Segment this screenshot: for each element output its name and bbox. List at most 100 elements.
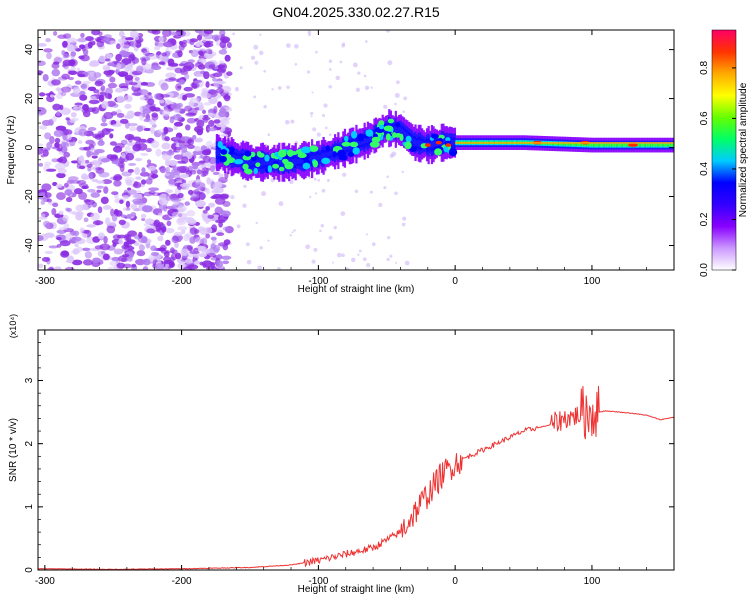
heatmap-noise-blob: [131, 263, 137, 268]
heatmap-noise-blob: [149, 105, 157, 112]
heatmap-noise-blob: [46, 198, 52, 203]
heatmap-signal-cell: [617, 143, 621, 147]
heatmap-noise-blob: [116, 262, 126, 269]
heatmap-noise-blob: [38, 92, 46, 97]
y-tick-label: 3: [24, 377, 35, 383]
heatmap-noise-blob: [138, 244, 145, 251]
heatmap-noise-blob: [103, 186, 109, 194]
heatmap-noise-blob: [91, 155, 98, 159]
heatmap-signal-cell: [588, 143, 591, 147]
heatmap-noise-blob: [169, 247, 175, 254]
heatmap-signal-blob: [233, 158, 244, 165]
heatmap-noise-blob: [365, 233, 368, 236]
heatmap-signal-cell: [583, 143, 586, 147]
x-tick-label: -200: [172, 576, 192, 587]
heatmap-x-axis-label: Height of straight line (km): [298, 284, 415, 295]
heatmap-noise-blob: [165, 66, 176, 71]
heatmap-signal-blob: [337, 149, 346, 157]
heatmap-signal-blob: [272, 163, 280, 169]
heatmap-noise-blob: [124, 233, 130, 242]
heatmap-signal-cell: [612, 143, 616, 147]
heatmap-noise-blob: [62, 40, 68, 48]
heatmap-noise-blob: [213, 119, 221, 124]
heatmap-noise-blob: [142, 266, 149, 270]
heatmap-noise-blob: [150, 245, 157, 252]
heatmap-noise-blob: [170, 197, 182, 202]
heatmap-noise-blob: [165, 239, 171, 246]
heatmap-noise-blob: [187, 218, 197, 226]
heatmap-noise-blob: [58, 210, 64, 216]
heatmap-noise-blob: [86, 164, 93, 168]
heatmap-noise-blob: [118, 31, 125, 37]
heatmap-signal-cell: [343, 144, 347, 152]
heatmap-noise-blob: [86, 224, 97, 228]
heatmap-noise-blob: [182, 182, 187, 187]
heatmap-noise-blob: [261, 191, 267, 197]
heatmap-noise-blob: [150, 140, 160, 149]
heatmap-noise-blob: [69, 119, 76, 124]
heatmap-noise-blob: [328, 235, 333, 240]
heatmap-noise-blob: [90, 212, 100, 221]
heatmap-noise-blob: [187, 189, 194, 195]
heatmap-noise-blob: [289, 234, 292, 237]
heatmap-noise-blob: [186, 209, 196, 217]
heatmap-noise-blob: [76, 37, 88, 43]
heatmap-noise-blob: [340, 211, 346, 216]
heatmap-noise-blob: [239, 66, 243, 70]
heatmap-signal-blob: [321, 157, 331, 165]
heatmap-noise-blob: [170, 103, 181, 110]
heatmap-noise-blob: [183, 86, 193, 92]
heatmap-signal-cell: [557, 142, 560, 146]
heatmap-noise-blob: [117, 71, 129, 77]
heatmap-noise-blob: [119, 199, 124, 204]
heatmap-noise-blob: [205, 48, 213, 54]
heatmap-noise-blob: [78, 191, 88, 200]
heatmap-signal-cell: [450, 139, 453, 146]
heatmap-signal-cell: [406, 132, 409, 139]
heatmap-noise-blob: [131, 92, 142, 96]
heatmap-signal-blob: [378, 124, 385, 130]
heatmap-noise-blob: [177, 50, 183, 58]
heatmap-noise-blob: [89, 72, 95, 77]
heatmap-noise-blob: [100, 250, 106, 255]
heatmap-signal-cell: [591, 143, 594, 147]
heatmap-noise-blob: [98, 96, 104, 101]
heatmap-noise-blob: [98, 55, 106, 63]
heatmap-noise-blob: [79, 227, 84, 233]
heatmap-noise-blob: [177, 226, 188, 231]
heatmap-noise-blob: [93, 89, 100, 94]
heatmap-noise-blob: [387, 60, 393, 66]
heatmap-noise-blob: [203, 71, 210, 80]
heatmap-signal-cell: [672, 143, 674, 147]
y-tick-label: 0: [24, 144, 35, 150]
heatmap-noise-blob: [134, 157, 143, 162]
heatmap-signal-cell: [662, 143, 665, 147]
heatmap-signal-cell: [217, 149, 220, 157]
heatmap-noise-blob: [212, 171, 220, 176]
heatmap-signal-cell: [616, 143, 619, 147]
x-tick-label: 100: [584, 576, 601, 587]
heatmap-peak-line: [455, 142, 674, 144]
heatmap-signal-cell: [581, 143, 585, 147]
heatmap-noise-blob: [74, 80, 82, 85]
heatmap-signal-cell: [573, 143, 576, 146]
heatmap-noise-blob: [230, 194, 235, 200]
heatmap-marks: [38, 30, 674, 270]
heatmap-noise-blob: [201, 260, 213, 268]
heatmap-noise-blob: [141, 236, 148, 244]
heatmap-noise-blob: [143, 223, 150, 227]
heatmap-noise-blob: [142, 108, 152, 115]
heatmap-noise-blob: [320, 224, 324, 228]
heatmap-noise-blob: [109, 260, 119, 267]
heatmap-signal-cell: [586, 143, 589, 147]
heatmap-noise-blob: [162, 30, 172, 37]
heatmap-noise-blob: [192, 150, 204, 156]
heatmap-noise-blob: [74, 243, 79, 248]
heatmap-noise-blob: [65, 117, 70, 121]
heatmap-noise-blob: [184, 73, 190, 80]
heatmap-noise-blob: [150, 251, 160, 256]
heatmap-signal-cell: [580, 143, 583, 147]
heatmap-noise-blob: [351, 257, 356, 263]
heatmap-signal-cell: [238, 156, 242, 162]
heatmap-noise-blob: [147, 98, 155, 106]
